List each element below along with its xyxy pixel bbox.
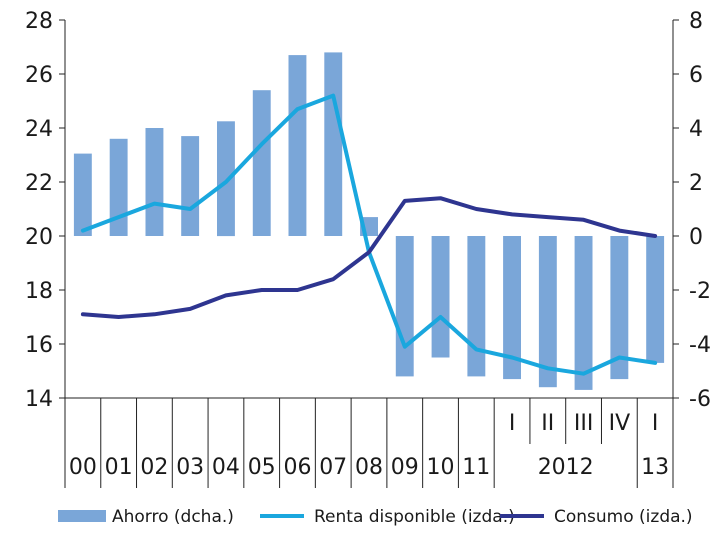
bar-ahorro xyxy=(467,236,486,377)
bar-ahorro xyxy=(181,136,200,236)
left-tick-label: 20 xyxy=(25,225,53,250)
x-tick-label: 02 xyxy=(140,455,168,480)
bar-ahorro xyxy=(145,128,164,236)
x-tick-label: I xyxy=(509,411,516,436)
right-tick-label: 2 xyxy=(689,171,703,196)
x-tick-label: 08 xyxy=(355,455,383,480)
left-tick-label: 22 xyxy=(25,171,53,196)
bar-ahorro xyxy=(538,236,557,388)
left-tick-label: 24 xyxy=(25,117,53,142)
x-tick-label: II xyxy=(541,411,554,436)
bar-ahorro xyxy=(610,236,629,380)
bar-ahorro xyxy=(395,236,414,377)
x-tick-label: 03 xyxy=(176,455,204,480)
x-tick-label: 04 xyxy=(212,455,240,480)
left-tick-label: 28 xyxy=(25,9,53,34)
bar-ahorro xyxy=(288,55,307,236)
x-tick-label: 05 xyxy=(248,455,276,480)
x-tick-label: 10 xyxy=(427,455,455,480)
left-tick-label: 18 xyxy=(25,279,53,304)
right-tick-label: -6 xyxy=(689,387,711,412)
x-tick-label: 00 xyxy=(69,455,97,480)
right-tick-label: -4 xyxy=(689,333,711,358)
x-tick-label: 07 xyxy=(319,455,347,480)
right-tick-label: 8 xyxy=(689,9,703,34)
legend: Ahorro (dcha.) Renta disponible (izda.) Co… xyxy=(58,507,693,527)
legend-label: Renta disponible (izda.) xyxy=(314,507,515,527)
right-tick-label: 6 xyxy=(689,63,703,88)
x-tick-label: IV xyxy=(609,411,631,436)
right-tick-label: -2 xyxy=(689,279,711,304)
bar-ahorro xyxy=(73,153,92,236)
bar-ahorro xyxy=(574,236,593,390)
x-group-label: 13 xyxy=(641,455,669,480)
x-tick-label: 06 xyxy=(284,455,312,480)
legend-label: Consumo (izda.) xyxy=(554,507,693,527)
axes-layer xyxy=(64,20,674,399)
left-tick-label: 14 xyxy=(25,387,53,412)
left-tick-label: 16 xyxy=(25,333,53,358)
line-consumo xyxy=(80,196,658,319)
right-tick-label: 4 xyxy=(689,117,703,142)
x-tick-label: 11 xyxy=(462,455,490,480)
bar-ahorro xyxy=(324,52,343,237)
lines-layer xyxy=(80,93,658,376)
bar-ahorro xyxy=(109,138,128,236)
legend-label: Ahorro (dcha.) xyxy=(112,507,234,527)
bar-ahorro xyxy=(503,236,521,380)
right-tick-label: 0 xyxy=(689,225,703,250)
x-tick-label: III xyxy=(574,411,593,436)
x-tick-label: 09 xyxy=(391,455,419,480)
bar-ahorro xyxy=(646,236,665,363)
x-tick-label: I xyxy=(652,411,659,436)
left-tick-label: 26 xyxy=(25,63,53,88)
bar-ahorro xyxy=(252,90,271,236)
x-group-label: 2012 xyxy=(538,455,594,480)
bar-ahorro xyxy=(431,236,450,358)
bars-layer xyxy=(73,52,665,390)
legend-swatch-ahorro xyxy=(58,510,106,522)
x-tick-label: 01 xyxy=(105,455,133,480)
bar-ahorro xyxy=(217,121,235,237)
